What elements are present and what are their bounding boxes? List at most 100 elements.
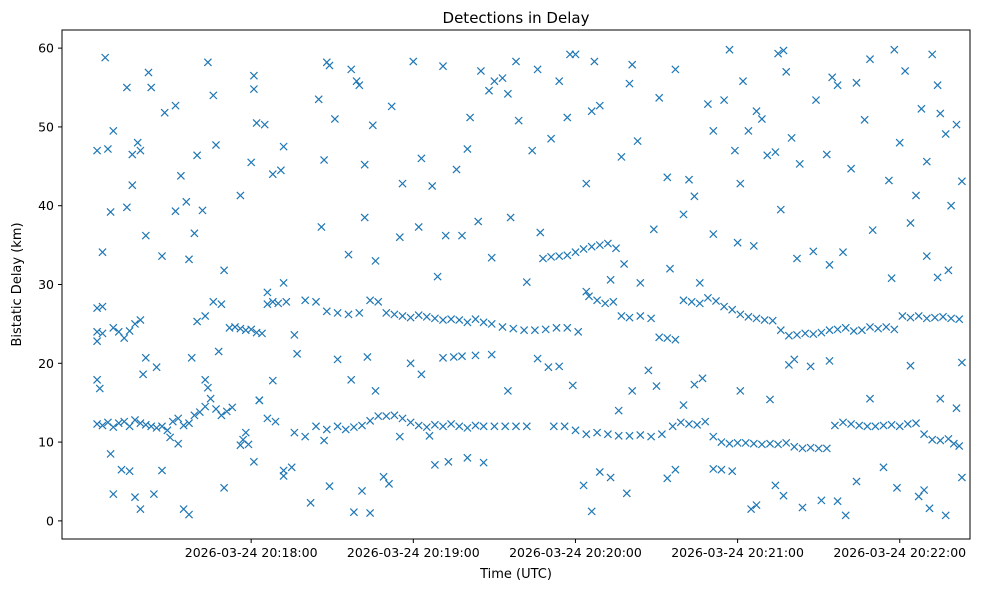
data-point [260, 120, 269, 129]
data-point [763, 151, 772, 160]
data-point [368, 121, 377, 130]
x-axis-ticks: 2026-03-24 20:18:00 2026-03-24 20:19:00 20… [185, 539, 966, 560]
data-point [606, 473, 615, 482]
data-point [449, 352, 458, 362]
data-point [733, 438, 742, 447]
data-point [725, 45, 734, 54]
data-point [749, 439, 758, 448]
data-point [428, 181, 437, 191]
data-point [511, 57, 521, 66]
data-point [738, 77, 748, 86]
data-point [865, 55, 875, 64]
data-point [647, 314, 656, 323]
data-point [544, 363, 553, 372]
data-point [271, 417, 280, 426]
data-point [828, 73, 837, 82]
data-point [563, 113, 572, 122]
data-point [268, 297, 277, 306]
data-point [709, 230, 718, 239]
data-point [947, 314, 956, 323]
data-point [795, 159, 804, 168]
data-point [398, 311, 407, 321]
data-point [941, 129, 950, 139]
data-point [287, 463, 296, 472]
data-point [930, 313, 939, 322]
data-point [441, 231, 450, 240]
data-point [579, 244, 588, 254]
data-point [563, 323, 572, 332]
data-point [268, 376, 277, 385]
data-point [293, 349, 302, 358]
data-point [679, 210, 688, 219]
x-tick-label: 2026-03-24 20:21:00 [671, 545, 804, 560]
data-point [547, 252, 556, 261]
data-point [355, 81, 364, 90]
data-point [790, 355, 799, 364]
data-point [379, 472, 388, 481]
data-points [93, 45, 966, 520]
data-point [947, 201, 956, 210]
data-point [430, 314, 439, 323]
data-point [98, 421, 107, 430]
data-point [152, 363, 161, 372]
data-point [633, 137, 642, 146]
data-point [920, 430, 929, 439]
data-point [106, 207, 115, 217]
data-point [249, 71, 258, 80]
data-point [247, 158, 256, 167]
data-point [184, 255, 194, 264]
data-point [322, 307, 331, 316]
data-point [133, 138, 142, 147]
data-point [555, 362, 564, 371]
data-point [547, 134, 556, 143]
data-point [895, 422, 904, 431]
data-point [676, 418, 685, 427]
data-point [279, 142, 288, 151]
data-point [663, 334, 672, 343]
data-point [792, 330, 802, 339]
data-point [125, 326, 134, 336]
data-point [595, 101, 604, 110]
data-point [93, 337, 102, 346]
data-point [414, 311, 423, 320]
x-axis-label: Time (UTC) [479, 567, 552, 582]
data-point [187, 353, 196, 362]
data-point [890, 45, 899, 54]
data-point [860, 115, 869, 124]
data-point [363, 352, 372, 362]
data-point [887, 274, 896, 283]
data-point [217, 411, 226, 420]
data-point [179, 421, 188, 430]
data-point [457, 352, 467, 361]
data-point [228, 403, 237, 412]
data-point [438, 422, 448, 431]
data-point [533, 354, 542, 363]
data-point [211, 140, 221, 150]
data-point [806, 443, 815, 452]
data-point [852, 78, 861, 87]
data-point [236, 191, 245, 200]
data-point [455, 315, 464, 325]
data-point [157, 252, 167, 261]
data-point [774, 49, 783, 58]
data-point [487, 319, 496, 328]
data-point [106, 449, 115, 458]
data-point [784, 331, 793, 340]
data-point [841, 323, 850, 332]
data-point [128, 150, 137, 159]
data-point [422, 423, 431, 432]
data-point [122, 83, 131, 92]
data-point [344, 250, 353, 259]
data-point [430, 420, 439, 429]
data-point [514, 116, 523, 125]
data-point [647, 432, 656, 441]
data-point [765, 439, 775, 448]
data-point [144, 68, 153, 77]
data-point [152, 423, 161, 432]
data-point [541, 325, 550, 334]
data-point [395, 432, 404, 441]
data-point [274, 299, 283, 308]
data-point [790, 442, 799, 451]
data-point [136, 505, 145, 514]
